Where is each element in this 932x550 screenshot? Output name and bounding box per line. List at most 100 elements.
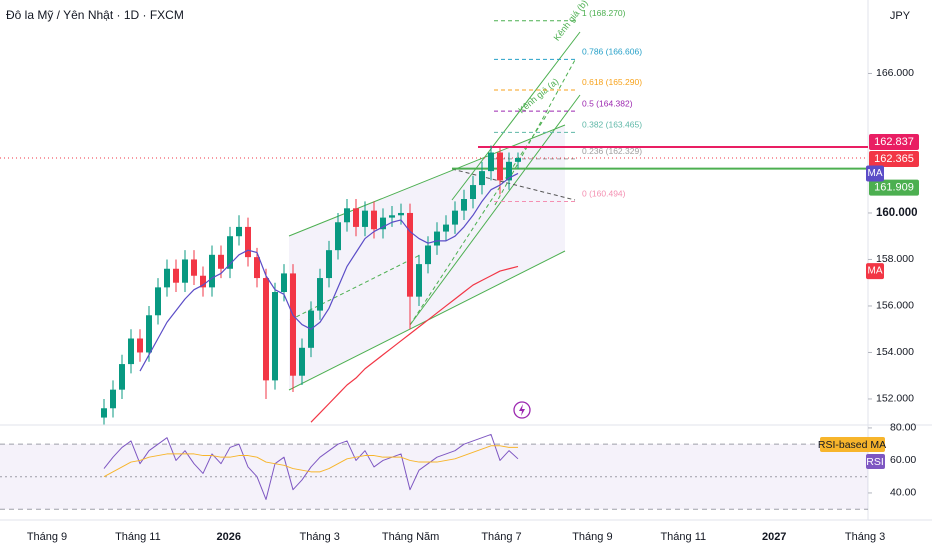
rsi-line [103,433,519,500]
candle-body [119,364,125,390]
candle-body [101,408,107,418]
candle-body [371,210,377,230]
fib-label: 1 (168.270) [582,8,626,18]
fib-label: 0.5 (164.382) [582,98,633,108]
price-label: 162.365 [874,153,914,165]
candle-body [497,152,503,181]
channel-line [289,254,421,321]
price-label-bg [869,150,919,167]
candle-body [128,338,134,365]
x-tick-label: Tháng 11 [115,531,161,543]
price-label: 162.837 [874,136,914,148]
candle-body [173,268,179,283]
candle-body [254,257,260,279]
fib-label: 0.618 (165.290) [582,77,642,87]
y-tick-label: 156.000 [876,300,914,312]
candle-body [326,250,332,279]
candle-body [470,185,476,200]
candle-body [200,275,206,288]
candle-body [398,212,404,216]
x-tick-label: Tháng 11 [660,531,706,543]
rsi-tick-label: 80.00 [890,422,916,434]
ma-label: MA [868,168,883,179]
ma-label: MA [868,266,883,277]
rsi-ma-label: RSI-based MA [818,439,886,451]
candle-body [137,338,143,353]
y-tick-label: 166.000 [876,67,914,79]
candle-body [218,254,224,269]
fib-label: 0.382 (163.465) [582,120,642,130]
candle-body [110,389,116,409]
candle-body [281,273,287,293]
x-tick-label: Tháng Năm [382,531,439,543]
rsi-ma-line [103,445,518,478]
candle-body [317,278,323,311]
candle-body [479,171,485,186]
candle-body [434,231,440,246]
rsi-tick-label: 60.00 [890,454,916,466]
channel-line [451,31,581,201]
rsi-ma-label-bg [820,437,885,452]
candle-body [380,217,386,230]
candle-body [245,226,251,258]
x-tick-label: 2026 [217,531,241,543]
candle-body [461,199,467,211]
candle-body [236,226,242,237]
rsi-band [0,444,868,510]
channel-line [451,168,576,201]
rsi-label-bg [866,454,885,469]
chart-title: Đô la Mỹ / Yên Nhật · 1D · FXCM [6,8,184,22]
candle-body [335,222,341,251]
candle-body [164,268,170,288]
price-label: 161.909 [874,181,914,193]
x-tick-label: 2027 [762,531,786,543]
candle-body [263,278,269,381]
x-tick-label: Tháng 3 [300,531,340,543]
candle-body [443,224,449,232]
moving-average [139,172,519,372]
moving-average [310,265,519,423]
channel-line [409,94,581,326]
candle-body [146,315,152,353]
x-tick-label: Tháng 9 [27,531,67,543]
candle-body [290,273,296,376]
x-tick-label: Tháng 3 [845,531,885,543]
candle-body [227,236,233,269]
y-tick-label: 160.000 [876,207,918,219]
candle-body [209,254,215,288]
ma-label-bg [866,263,884,280]
y-tick-label: 158.000 [876,253,914,265]
candle-body [488,152,494,172]
candle-body [425,245,431,265]
candle-body [299,347,305,376]
candle-body [362,210,368,227]
y-tick-label: 154.000 [876,346,914,358]
candle-body [182,259,188,283]
candle-body [416,264,422,297]
currency: JPY [890,10,911,22]
rsi-label: RSI [866,456,884,468]
channel-line [409,109,551,326]
candle-body [272,292,278,381]
price-label-bg [869,134,919,151]
fib-label: 0.786 (166.606) [582,47,642,57]
candle-body [353,208,359,227]
rsi-tick-label: 40.00 [890,487,916,499]
candle-body [506,161,512,181]
y-tick-label: 152.000 [876,393,914,405]
candle-body [155,287,161,316]
candle-body [407,212,413,297]
x-tick-label: Tháng 7 [481,531,521,543]
price-label-bg [869,179,919,196]
candle-body [515,157,521,162]
candle-body [452,210,458,225]
ma-label-bg [866,165,884,182]
candle-body [191,259,197,276]
event-icon-bolt [519,404,525,416]
candle-body [389,215,395,218]
candle-body [344,208,350,223]
x-tick-label: Tháng 9 [572,531,612,543]
fib-label: 0.236 (162.329) [582,146,642,156]
fib-label: 0 (160.494) [582,189,626,199]
